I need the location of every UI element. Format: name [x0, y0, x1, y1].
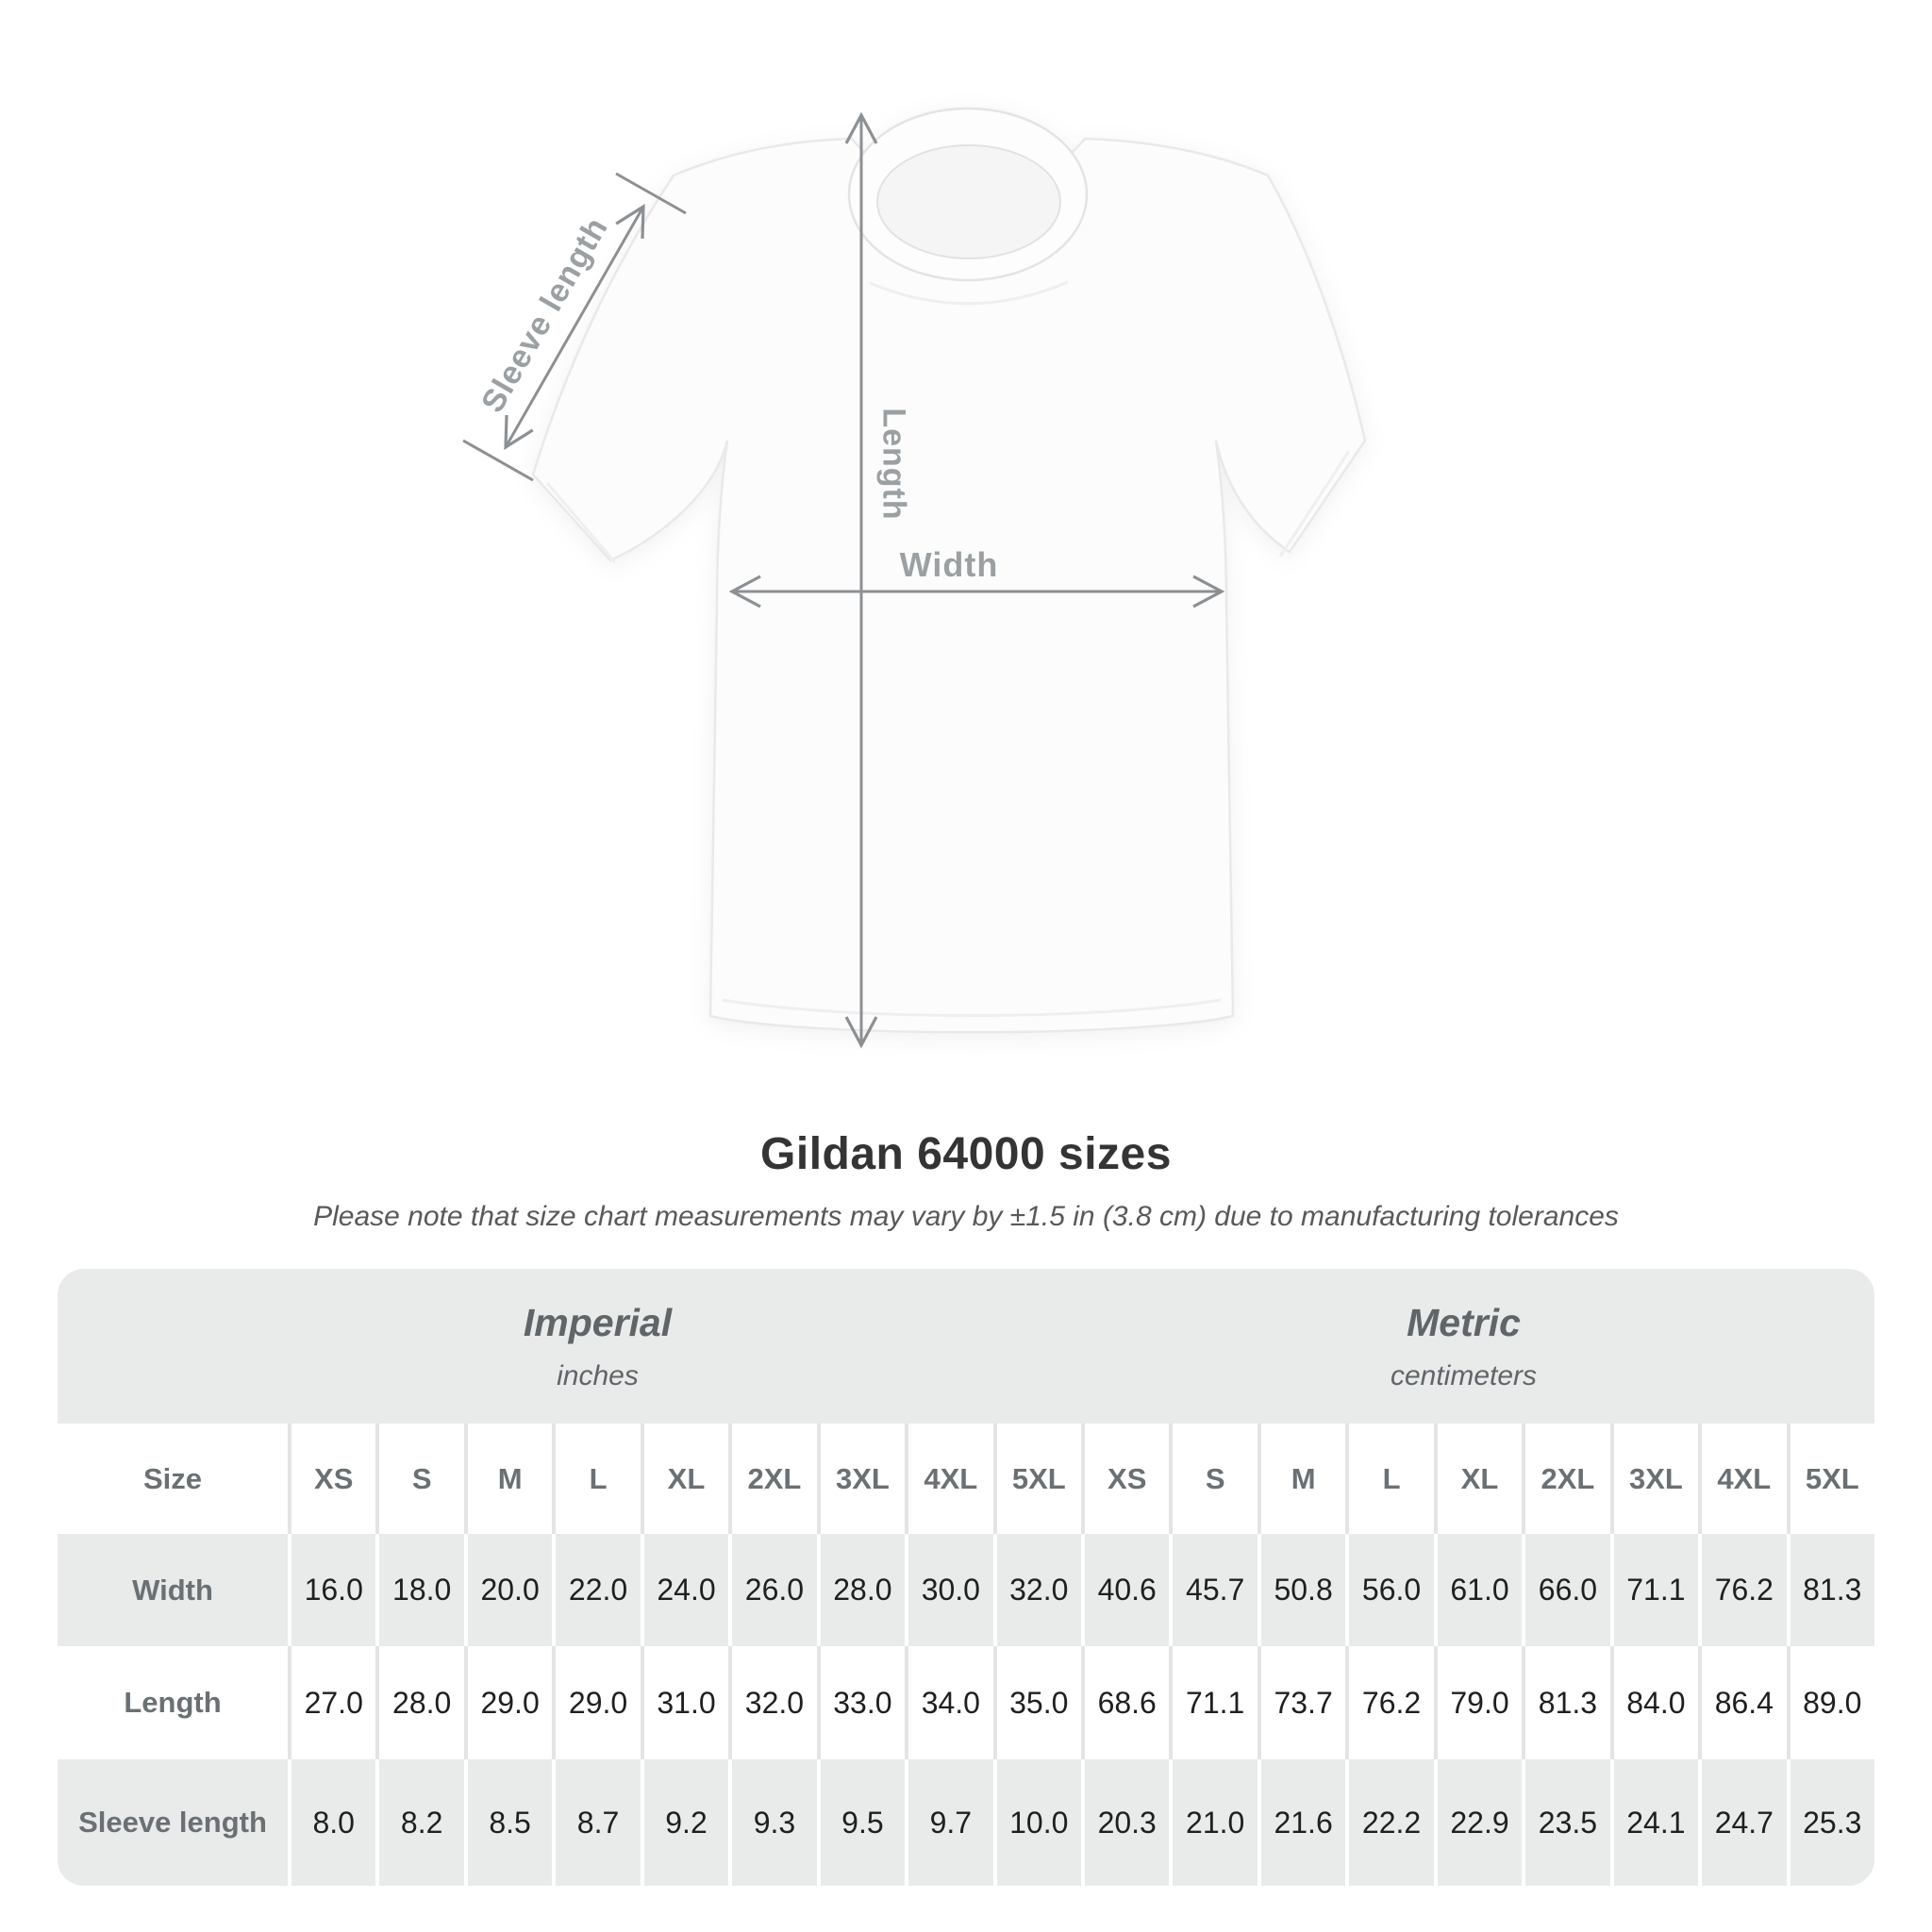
- size-header-imperial-m: M: [463, 1424, 552, 1534]
- heading: Gildan 64000 sizes Please note that size…: [0, 1128, 1932, 1233]
- value-length-metric-s: 71.1: [1169, 1646, 1257, 1759]
- width-label: Width: [899, 545, 999, 584]
- value-length-imperial-xs: 27.0: [288, 1646, 375, 1759]
- unit-group-header-row: Imperial inches Metric centimeters: [58, 1269, 1874, 1424]
- size-header-imperial-3xl: 3XL: [816, 1424, 905, 1534]
- value-length-metric-m: 73.7: [1257, 1646, 1345, 1759]
- value-sleeve-length-metric-3xl: 24.1: [1609, 1759, 1698, 1886]
- value-sleeve-length-imperial-m: 8.5: [463, 1759, 552, 1886]
- size-header-imperial-l: L: [552, 1424, 640, 1534]
- length-label: Length: [875, 408, 912, 521]
- value-length-metric-3xl: 84.0: [1609, 1646, 1698, 1759]
- value-sleeve-length-metric-s: 21.0: [1169, 1759, 1257, 1886]
- value-length-imperial-4xl: 34.0: [905, 1646, 992, 1759]
- value-length-imperial-m: 29.0: [463, 1646, 552, 1759]
- value-sleeve-length-imperial-3xl: 9.5: [816, 1759, 905, 1886]
- value-sleeve-length-metric-m: 21.6: [1257, 1759, 1345, 1886]
- size-header-metric-2xl: 2XL: [1522, 1424, 1609, 1534]
- value-sleeve-length-metric-4xl: 24.7: [1698, 1759, 1786, 1886]
- value-width-imperial-xl: 24.0: [640, 1534, 728, 1646]
- value-sleeve-length-imperial-4xl: 9.7: [905, 1759, 992, 1886]
- value-sleeve-length-metric-2xl: 23.5: [1522, 1759, 1609, 1886]
- size-header-metric-5xl: 5XL: [1786, 1424, 1874, 1534]
- value-width-imperial-l: 22.0: [552, 1534, 640, 1646]
- value-width-metric-xl: 61.0: [1433, 1534, 1522, 1646]
- value-width-imperial-m: 20.0: [463, 1534, 552, 1646]
- size-corner-header: Size: [142, 1461, 203, 1495]
- value-sleeve-length-metric-xs: 20.3: [1080, 1759, 1169, 1886]
- value-sleeve-length-imperial-2xl: 9.3: [728, 1759, 816, 1886]
- value-width-imperial-3xl: 28.0: [816, 1534, 905, 1646]
- size-header-metric-xs: XS: [1080, 1424, 1169, 1534]
- value-width-metric-2xl: 66.0: [1522, 1534, 1609, 1646]
- value-length-metric-4xl: 86.4: [1698, 1646, 1786, 1759]
- value-sleeve-length-imperial-l: 8.7: [552, 1759, 640, 1886]
- value-width-imperial-xs: 16.0: [288, 1534, 375, 1646]
- row-label-sleeve-length: Sleeve length: [78, 1806, 267, 1839]
- value-length-metric-xl: 79.0: [1433, 1646, 1522, 1759]
- table-row-width: Width 16.0 18.0 20.0 22.0 24.0 26.0 28.0 30.0 32…: [58, 1534, 1874, 1646]
- page-title: Gildan 64000 sizes: [760, 1129, 1172, 1179]
- value-length-metric-l: 76.2: [1345, 1646, 1433, 1759]
- value-sleeve-length-imperial-xs: 8.0: [288, 1759, 375, 1886]
- value-width-metric-s: 45.7: [1169, 1534, 1257, 1646]
- value-length-imperial-l: 29.0: [552, 1646, 640, 1759]
- row-label-width: Width: [132, 1573, 213, 1607]
- value-length-metric-2xl: 81.3: [1522, 1646, 1609, 1759]
- size-header-imperial-s: S: [375, 1424, 463, 1534]
- value-length-imperial-5xl: 35.0: [992, 1646, 1081, 1759]
- size-table: Imperial inches Metric centimeters Size …: [58, 1269, 1874, 1886]
- value-length-imperial-xl: 31.0: [640, 1646, 728, 1759]
- size-header-metric-3xl: 3XL: [1609, 1424, 1698, 1534]
- size-header-metric-s: S: [1169, 1424, 1257, 1534]
- value-width-imperial-4xl: 30.0: [905, 1534, 992, 1646]
- page-subtitle: Please note that size chart measurements…: [313, 1201, 1619, 1232]
- value-width-imperial-s: 18.0: [375, 1534, 463, 1646]
- value-length-imperial-3xl: 33.0: [816, 1646, 905, 1759]
- table-row-sleeve-length: Sleeve length 8.0 8.2 8.5 8.7 9.2 9.3 9.5 9.7 10…: [58, 1759, 1874, 1886]
- size-header-row: Size XS S M L XL 2XL 3XL 4XL 5XL XS S M L XL 2XL 3XL 4XL…: [58, 1424, 1874, 1534]
- size-header-imperial-4xl: 4XL: [905, 1424, 992, 1534]
- group-header-imperial: Imperial inches: [58, 1269, 1081, 1424]
- value-width-metric-4xl: 76.2: [1698, 1534, 1786, 1646]
- tshirt-illustration: [462, 107, 1367, 1049]
- table-row-length: Length 27.0 28.0 29.0 29.0 31.0 32.0 33.0 34.0 3…: [58, 1646, 1874, 1759]
- group-header-metric: Metric centimeters: [1081, 1269, 1874, 1424]
- value-width-metric-l: 56.0: [1345, 1534, 1433, 1646]
- value-length-imperial-2xl: 32.0: [728, 1646, 816, 1759]
- value-length-metric-5xl: 89.0: [1786, 1646, 1874, 1759]
- value-width-imperial-2xl: 26.0: [728, 1534, 816, 1646]
- size-header-imperial-xl: XL: [640, 1424, 728, 1534]
- value-width-imperial-5xl: 32.0: [992, 1534, 1081, 1646]
- metric-label: Metric: [1407, 1300, 1521, 1344]
- size-header-imperial-2xl: 2XL: [728, 1424, 816, 1534]
- sleeve-length-arrow: [462, 172, 687, 482]
- size-header-metric-m: M: [1257, 1424, 1345, 1534]
- imperial-unit-label: inches: [557, 1359, 639, 1391]
- size-header-metric-l: L: [1345, 1424, 1433, 1534]
- value-length-metric-xs: 68.6: [1080, 1646, 1169, 1759]
- value-sleeve-length-metric-5xl: 25.3: [1786, 1759, 1874, 1886]
- value-width-metric-3xl: 71.1: [1609, 1534, 1698, 1646]
- value-sleeve-length-imperial-xl: 9.2: [640, 1759, 728, 1886]
- size-header-imperial-xs: XS: [288, 1424, 375, 1534]
- value-sleeve-length-imperial-s: 8.2: [375, 1759, 463, 1886]
- value-sleeve-length-imperial-5xl: 10.0: [992, 1759, 1081, 1886]
- size-header-metric-4xl: 4XL: [1698, 1424, 1786, 1534]
- value-sleeve-length-metric-xl: 22.9: [1433, 1759, 1522, 1886]
- value-width-metric-m: 50.8: [1257, 1534, 1345, 1646]
- imperial-label: Imperial: [523, 1300, 673, 1344]
- value-length-imperial-s: 28.0: [375, 1646, 463, 1759]
- size-header-metric-xl: XL: [1433, 1424, 1522, 1534]
- metric-unit-label: centimeters: [1390, 1359, 1538, 1391]
- value-width-metric-xs: 40.6: [1080, 1534, 1169, 1646]
- value-width-metric-5xl: 81.3: [1786, 1534, 1874, 1646]
- size-header-imperial-5xl: 5XL: [992, 1424, 1081, 1534]
- value-sleeve-length-metric-l: 22.2: [1345, 1759, 1433, 1886]
- row-label-length: Length: [124, 1686, 222, 1719]
